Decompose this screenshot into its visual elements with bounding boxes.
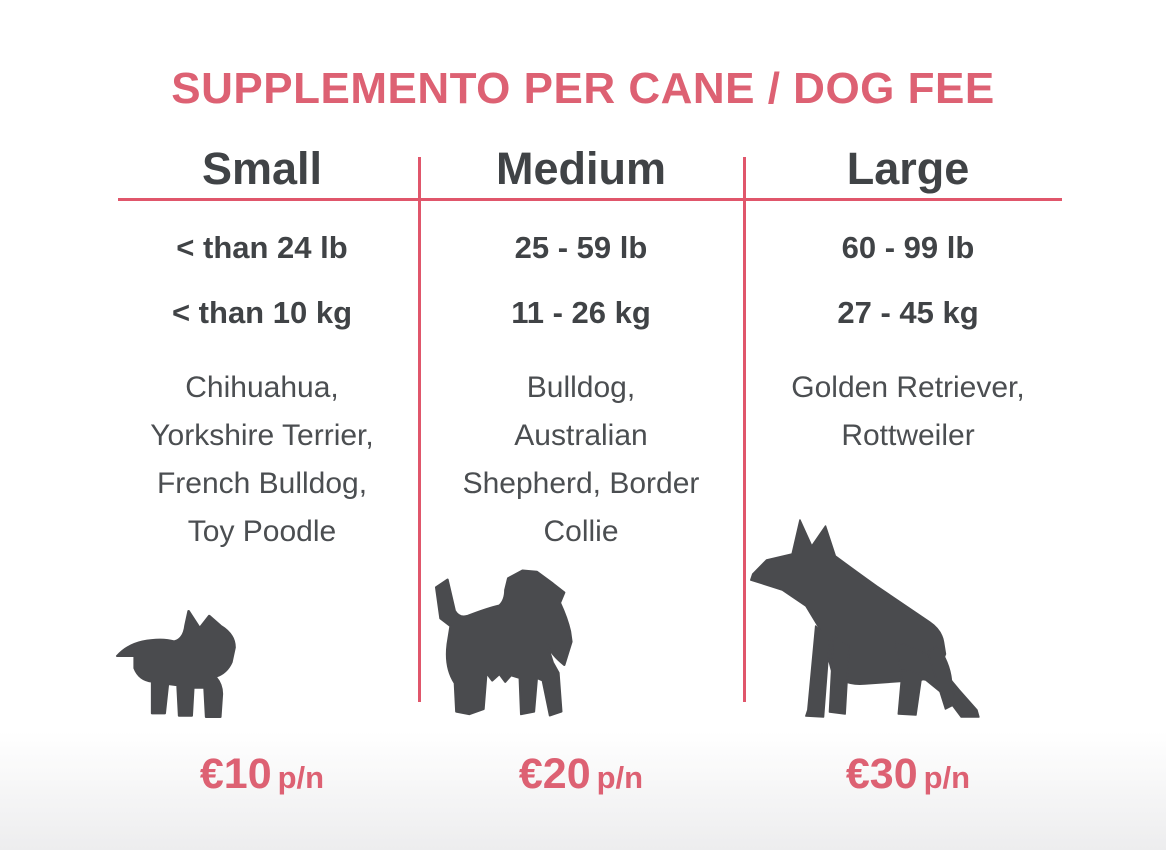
column-header: Medium [495,143,666,194]
breed-list: Bulldog, Australian Shepherd, Border Col… [462,371,700,548]
french-bulldog-icon [106,606,406,722]
column-medium: Medium 25 - 59 lb 11 - 26 kg Bulldog, Au… [424,0,738,850]
price: €10 p/n [112,750,412,799]
price-amount: €30 [845,750,918,798]
price: €20 p/n [424,750,738,799]
column-divider-2 [743,157,746,702]
price-amount: €20 [518,750,591,798]
price-unit: p/n [596,760,644,795]
breed-list: Golden Retriever, Rottweiler [791,371,1025,452]
price-unit: p/n [923,760,971,795]
page-title: SUPPLEMENTO PER CANE / DOG FEE [171,64,995,113]
price-unit: p/n [277,760,325,795]
column-header: Large [846,143,970,194]
header-underline [118,198,1062,201]
weight-range-lb: 60 - 99 lb [841,230,975,265]
schnauzer-icon [430,564,744,722]
column-large: Large 60 - 99 lb 27 - 45 kg Golden Retri… [750,0,1066,850]
price: €30 p/n [750,750,1066,799]
weight-range-lb: < than 24 lb [176,230,348,265]
price-amount: €10 [199,750,272,798]
german-shepherd-icon [747,514,1063,721]
breed-list: Chihuahua, Yorkshire Terrier, French Bul… [150,371,374,548]
weight-range-kg: 27 - 45 kg [837,295,979,330]
column-divider-1 [418,157,421,702]
weight-range-kg: 11 - 26 kg [511,295,651,330]
column-header: Small [201,143,323,194]
weight-range-kg: < than 10 kg [171,295,353,330]
weight-range-lb: 25 - 59 lb [514,230,648,265]
column-small: Small < than 24 lb < than 10 kg Chihuahu… [112,0,412,850]
